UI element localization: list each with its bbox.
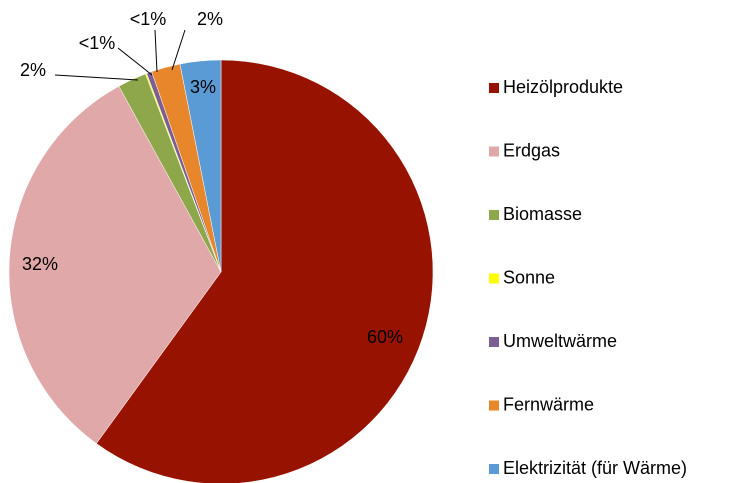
leader-line [171, 29, 186, 71]
legend-label: Fernwärme [503, 394, 594, 414]
data-label: 2% [197, 9, 223, 29]
leader-line [154, 29, 158, 73]
legend-swatch [489, 400, 499, 411]
leader-line [117, 47, 153, 76]
data-label: <1% [130, 9, 167, 29]
legend-label: Umweltwärme [503, 331, 617, 351]
legend-swatch [489, 337, 499, 347]
legend-label: Heizölprodukte [503, 77, 623, 97]
legend-label: Elektrizität (für Wärme) [503, 458, 687, 478]
pie-slice [96, 59, 434, 483]
data-label: 3% [190, 77, 216, 97]
legend-swatch [489, 83, 499, 93]
legend-swatch [489, 273, 499, 284]
legend-swatch [489, 210, 499, 220]
leader-line [54, 74, 139, 81]
legend-label: Erdgas [503, 140, 560, 160]
legend-swatch [489, 146, 499, 157]
data-label: 32% [22, 254, 58, 274]
pie-slice [8, 85, 222, 444]
data-label: <1% [79, 33, 116, 53]
legend-swatch [489, 464, 499, 474]
data-label: 60% [367, 327, 403, 347]
data-label: 2% [20, 60, 46, 80]
legend-label: Sonne [503, 267, 555, 287]
pie-slice [179, 59, 222, 273]
legend-label: Biomasse [503, 204, 582, 224]
